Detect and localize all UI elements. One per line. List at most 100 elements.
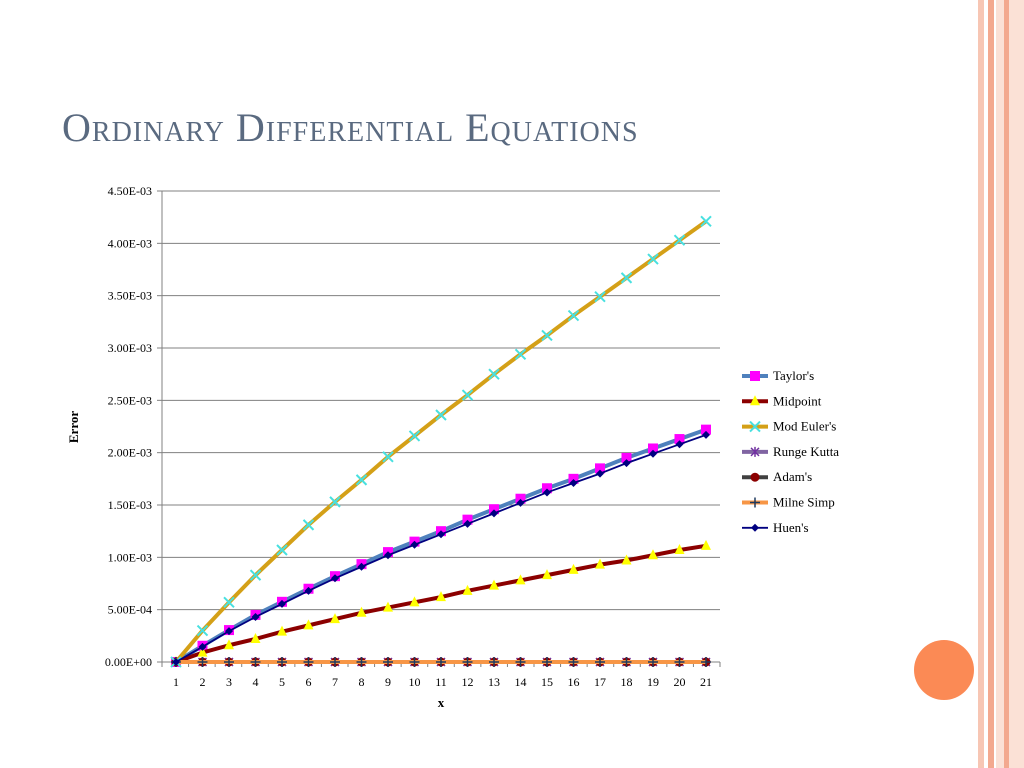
data-point <box>648 443 658 454</box>
data-point <box>463 519 472 528</box>
x-tick-label: 12 <box>462 675 474 689</box>
data-point <box>700 215 712 228</box>
data-point <box>172 658 180 666</box>
grid-lines <box>162 190 720 611</box>
x-tick-label: 18 <box>621 675 633 689</box>
y-tick-label: 3.50E-03 <box>108 289 152 303</box>
axes: 0.00E+00 5.00E-04 1.00E-03 1.50E-03 2.00E-03… <box>105 184 721 689</box>
legend-label: Taylor's <box>773 368 814 383</box>
data-point <box>489 657 499 667</box>
legend-item: Mod Euler's <box>742 419 836 434</box>
data-point <box>384 551 392 560</box>
data-point <box>304 586 313 595</box>
data-point <box>749 420 761 433</box>
data-point <box>567 309 580 322</box>
data-point <box>382 451 394 463</box>
data-point <box>595 657 605 667</box>
y-tick-label: 1.00E-03 <box>108 550 152 564</box>
data-point <box>355 474 368 486</box>
data-point <box>648 549 658 560</box>
data-point <box>197 657 208 667</box>
legend-label: Mod Euler's <box>773 419 836 434</box>
data-point <box>568 473 579 484</box>
data-point <box>331 574 339 583</box>
data-point <box>490 509 498 518</box>
data-point <box>701 539 711 550</box>
y-tick-label: 4.50E-03 <box>108 184 152 198</box>
data-point <box>435 409 447 421</box>
data-point <box>701 424 711 435</box>
data-point <box>701 657 711 667</box>
y-tick-label: 2.00E-03 <box>108 446 152 460</box>
data-point <box>224 639 234 650</box>
x-tick-label: 3 <box>226 675 232 689</box>
data-point <box>410 540 419 549</box>
data-point <box>276 544 288 556</box>
data-point <box>702 430 710 439</box>
data-point <box>488 368 500 380</box>
series-huen-s <box>172 430 710 666</box>
data-point <box>436 591 446 602</box>
data-point <box>303 657 314 667</box>
data-point <box>277 657 287 667</box>
x-tick-label: 10 <box>409 675 421 689</box>
data-point <box>674 544 685 555</box>
slide-title: Ordinary Differential Equations <box>62 105 639 150</box>
data-point <box>514 348 527 360</box>
series-lines <box>170 215 712 668</box>
data-point <box>383 601 393 612</box>
data-point <box>542 657 552 667</box>
data-point <box>620 272 633 284</box>
data-point <box>329 496 341 508</box>
legend-label: Adam's <box>773 469 812 484</box>
data-point <box>249 569 262 581</box>
series-midpoint <box>171 539 711 666</box>
data-point <box>622 459 631 468</box>
data-point <box>750 371 760 381</box>
series-milne-simp <box>171 657 711 667</box>
series-mod-euler-s <box>170 215 712 668</box>
x-tick-label: 16 <box>568 675 580 689</box>
x-tick-label: 5 <box>279 675 285 689</box>
series-line <box>175 434 707 663</box>
data-point <box>461 389 474 401</box>
y-axis-title: Error <box>66 411 81 443</box>
data-point <box>462 584 473 595</box>
data-point <box>621 452 632 463</box>
data-point <box>542 569 552 580</box>
data-point <box>303 619 314 630</box>
data-point <box>330 613 340 624</box>
data-point <box>489 579 499 590</box>
y-tick-label: 5.00E-04 <box>108 603 152 617</box>
x-tick-label: 14 <box>515 675 527 689</box>
y-tick-label: 2.50E-03 <box>108 393 152 407</box>
data-point <box>250 657 261 667</box>
legend-label: Runge Kutta <box>773 444 839 459</box>
data-point <box>223 596 235 609</box>
data-point <box>196 624 209 637</box>
data-point <box>674 657 685 667</box>
data-point <box>357 562 366 571</box>
data-point <box>383 657 393 667</box>
data-point <box>356 606 367 617</box>
data-point <box>541 329 553 342</box>
x-tick-label: 9 <box>385 675 391 689</box>
data-point <box>648 657 658 667</box>
data-point <box>649 449 657 458</box>
x-tick-label: 20 <box>674 675 686 689</box>
data-point <box>516 498 525 507</box>
legend-item: Taylor's <box>742 368 814 383</box>
y-tick-label: 4.00E-03 <box>108 236 152 250</box>
data-point <box>621 554 632 565</box>
legend-item: Runge Kutta <box>742 444 839 459</box>
data-point <box>409 596 420 607</box>
data-point <box>250 632 261 643</box>
data-point <box>302 519 315 531</box>
data-point <box>408 430 421 442</box>
x-tick-label: 1 <box>173 675 179 689</box>
data-point <box>409 657 420 667</box>
data-point <box>515 493 526 504</box>
data-point <box>750 472 760 482</box>
x-tick-label: 11 <box>435 675 447 689</box>
x-tick-label: 15 <box>541 675 553 689</box>
